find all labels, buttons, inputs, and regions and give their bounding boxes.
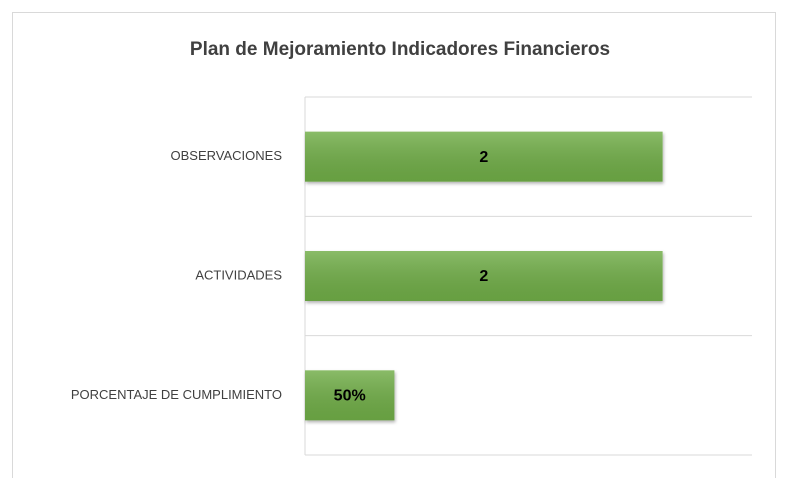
value-label: 2 (479, 149, 488, 166)
value-label: 2 (479, 268, 488, 285)
y-tick-label: OBSERVACIONES (171, 148, 283, 163)
y-tick-label: PORCENTAJE DE CUMPLIMIENTO (71, 387, 282, 402)
value-label: 50% (334, 388, 366, 405)
chart-title: Plan de Mejoramiento Indicadores Financi… (190, 39, 610, 60)
y-tick-label: ACTIVIDADES (195, 267, 282, 282)
